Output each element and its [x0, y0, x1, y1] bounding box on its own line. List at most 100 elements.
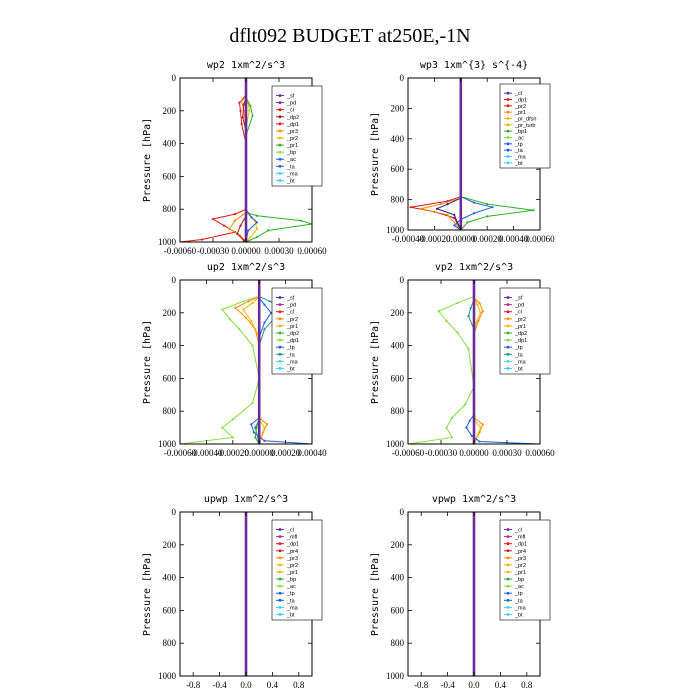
legend-entry: _bt [514, 366, 523, 372]
series-line-4 [453, 78, 493, 230]
x-tick-label: 0.00020 [271, 448, 301, 458]
legend-entry: _ma [514, 605, 527, 611]
series-point [242, 300, 245, 303]
series-point [453, 213, 456, 216]
legend-entry: _pr3 [286, 556, 298, 562]
legend-marker [506, 570, 510, 574]
legend-entry: _ta [286, 164, 296, 170]
y-tick-label: 1000 [386, 439, 405, 449]
series-point [249, 235, 252, 239]
series-line-2 [234, 280, 268, 444]
x-tick-label: -0.00060 [164, 246, 197, 256]
series-point [472, 212, 476, 215]
legend-entry: _ta [286, 352, 296, 358]
legend-marker [278, 324, 282, 328]
legend-entry: _pr1 [286, 570, 298, 576]
legend-entry: _bp [286, 150, 296, 156]
legend-marker [278, 164, 282, 168]
legend-entry: _dp2 [286, 331, 299, 337]
series-point [239, 109, 242, 112]
series-line-5 [436, 78, 462, 230]
y-tick-label: 200 [163, 540, 177, 550]
series-point [239, 224, 242, 227]
series-point [477, 319, 480, 323]
y-tick-label: 200 [163, 308, 177, 318]
series-point [263, 426, 266, 429]
x-tick-label: 0.00030 [264, 246, 294, 256]
series-point [249, 104, 252, 107]
y-tick-label: 200 [391, 308, 405, 318]
legend-entry: _mfl [286, 535, 297, 541]
legend-marker [278, 577, 282, 581]
x-tick-label: -0.00030 [425, 448, 458, 458]
series-point [476, 434, 479, 437]
legend: _sf_pd_cl_dp2_dp1_pr3_pr2_pr1_bp_ac_ta_m… [271, 85, 323, 187]
legend-entry: _pr2 [514, 317, 526, 323]
legend-marker [278, 108, 282, 112]
series-point [255, 426, 258, 429]
series-group [472, 512, 476, 676]
series-point [456, 331, 459, 334]
legend-box [499, 287, 551, 375]
y-tick-label: 200 [391, 540, 405, 550]
legend-marker [506, 91, 510, 95]
legend-marker [278, 338, 282, 342]
series-point [446, 213, 449, 216]
legend-entry: _ma [514, 359, 527, 365]
legend-marker [278, 563, 282, 567]
legend-entry: _ma [514, 155, 527, 161]
x-tick-label: 0.4 [267, 680, 279, 690]
legend-entry: _sf [286, 296, 295, 302]
x-tick-label: 0.00000 [231, 246, 261, 256]
legend-entry: _pd [286, 101, 296, 107]
legend-marker [506, 584, 510, 588]
legend-entry: _cl [514, 528, 522, 534]
series-point [450, 416, 454, 419]
series-line-2 [473, 280, 484, 444]
legend-entry: _dp2 [514, 331, 527, 337]
legend: _cl_mfl_dp1_pr4_pr3_pr2_pr1_bp_ac_tp_ta_… [499, 519, 551, 621]
series-point [255, 214, 259, 217]
legend-entry: _tp [514, 142, 523, 148]
legend-entry: _pr_turb [514, 123, 536, 129]
legend-entry: _dp1 [286, 338, 299, 344]
legend-marker [278, 352, 282, 356]
y-tick-label: 400 [391, 341, 405, 351]
series-point [472, 201, 476, 204]
legend: _cl_dp1_pr2_pr1_pr_dfsn_pr_turb_bp1_ac_t… [499, 83, 551, 169]
legend-entry: _ma [286, 605, 299, 611]
series-point [491, 206, 494, 209]
legend-entry: _dp1 [514, 98, 527, 104]
x-tick-label: -0.00020 [418, 234, 451, 244]
series-point [242, 308, 245, 311]
y-tick-label: 1000 [158, 439, 177, 449]
legend-marker [506, 345, 510, 349]
legend-marker [278, 143, 282, 147]
legend-marker [506, 317, 510, 321]
legend-entry: _ac [286, 157, 296, 163]
series-point [255, 227, 259, 230]
x-tick-label: -0.8 [414, 680, 429, 690]
legend-marker [278, 542, 282, 546]
legend-entry: _bt [286, 612, 295, 618]
x-tick-label: 0.00040 [499, 234, 529, 244]
y-tick-label: 800 [163, 638, 177, 648]
legend-entry: _tp [514, 345, 523, 351]
series-point [233, 219, 237, 222]
x-tick-label: 0.8 [521, 680, 533, 690]
series-point [445, 426, 448, 429]
y-axis-label: Pressure [hPa] [142, 320, 153, 404]
series-point [252, 431, 256, 434]
legend-entry: _pr1 [514, 324, 526, 330]
legend-entry: _tp [286, 591, 295, 597]
series-point [479, 311, 482, 314]
y-tick-label: 800 [163, 406, 177, 416]
x-tick-label: -0.8 [186, 680, 201, 690]
legend-entry: _cl [514, 310, 522, 316]
legend-marker [278, 359, 282, 363]
x-tick-label: 0.00040 [297, 448, 327, 458]
legend-entry: _pr3 [514, 556, 526, 562]
y-tick-label: 600 [163, 605, 177, 615]
x-tick-label: 0.00060 [525, 234, 555, 244]
series-point [241, 116, 244, 119]
